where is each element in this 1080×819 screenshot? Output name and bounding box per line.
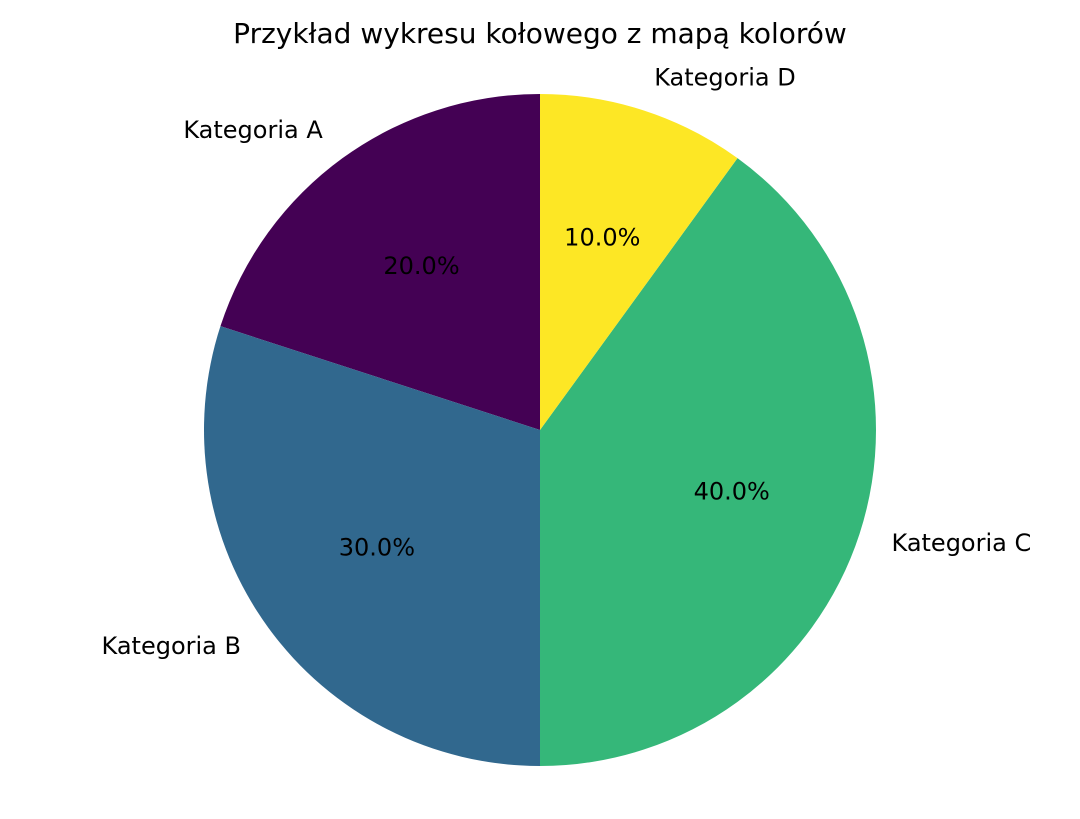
chart-title: Przykład wykresu kołowego z mapą kolorów bbox=[233, 17, 847, 50]
value-label: 40.0% bbox=[694, 477, 770, 505]
pie-slice bbox=[203, 326, 540, 766]
value-label: 20.0% bbox=[383, 252, 459, 280]
pie-slice bbox=[540, 158, 877, 766]
value-label: 30.0% bbox=[339, 533, 415, 561]
slice-label: Kategoria D bbox=[654, 63, 795, 91]
slice-label: Kategoria A bbox=[183, 116, 323, 144]
slice-label: Kategoria B bbox=[102, 632, 241, 660]
slice-label: Kategoria C bbox=[892, 529, 1032, 557]
pie-slice bbox=[540, 94, 738, 430]
value-label: 10.0% bbox=[564, 223, 640, 251]
pie-slice bbox=[220, 94, 540, 430]
